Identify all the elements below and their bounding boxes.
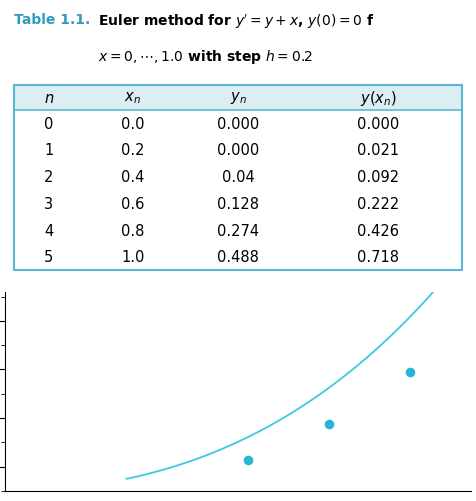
Text: 0: 0 xyxy=(44,116,53,131)
Text: 0.128: 0.128 xyxy=(217,196,259,211)
Text: 4: 4 xyxy=(44,223,53,238)
FancyBboxPatch shape xyxy=(14,86,462,111)
Text: 0.274: 0.274 xyxy=(217,223,259,238)
Text: 0.000: 0.000 xyxy=(217,116,259,131)
Text: 0.222: 0.222 xyxy=(357,196,399,211)
Text: 0.021: 0.021 xyxy=(357,143,399,158)
Text: 1: 1 xyxy=(44,143,53,158)
Text: 0.000: 0.000 xyxy=(357,116,399,131)
Text: 0.718: 0.718 xyxy=(357,250,399,265)
Point xyxy=(326,420,333,428)
Text: 0.0: 0.0 xyxy=(121,116,145,131)
Text: Table 1.1.: Table 1.1. xyxy=(14,13,90,27)
Text: 1.0: 1.0 xyxy=(121,250,144,265)
Text: $n$: $n$ xyxy=(44,91,54,106)
Text: 0.000: 0.000 xyxy=(217,143,259,158)
Text: $y_n$: $y_n$ xyxy=(229,90,247,106)
Text: 0.426: 0.426 xyxy=(357,223,399,238)
Text: 0.488: 0.488 xyxy=(217,250,259,265)
Text: $x_n$: $x_n$ xyxy=(124,90,141,106)
Text: $x = 0, \cdots, 1.0$ with step $h = 0.2$: $x = 0, \cdots, 1.0$ with step $h = 0.2$ xyxy=(98,48,313,66)
Text: 2: 2 xyxy=(44,170,53,185)
Text: 0.092: 0.092 xyxy=(357,170,399,185)
Text: 5: 5 xyxy=(44,250,53,265)
Text: 3: 3 xyxy=(44,196,53,211)
Text: 0.4: 0.4 xyxy=(121,170,144,185)
Text: Euler method for $y' = y + x$, $y(0) = 0$ f: Euler method for $y' = y + x$, $y(0) = 0… xyxy=(98,13,374,31)
Text: 0.8: 0.8 xyxy=(121,223,144,238)
Text: 0.04: 0.04 xyxy=(222,170,254,185)
Text: $y(x_n)$: $y(x_n)$ xyxy=(359,89,397,108)
Point xyxy=(407,369,414,377)
Point xyxy=(244,456,252,464)
Text: 0.2: 0.2 xyxy=(121,143,145,158)
Text: 0.6: 0.6 xyxy=(121,196,144,211)
